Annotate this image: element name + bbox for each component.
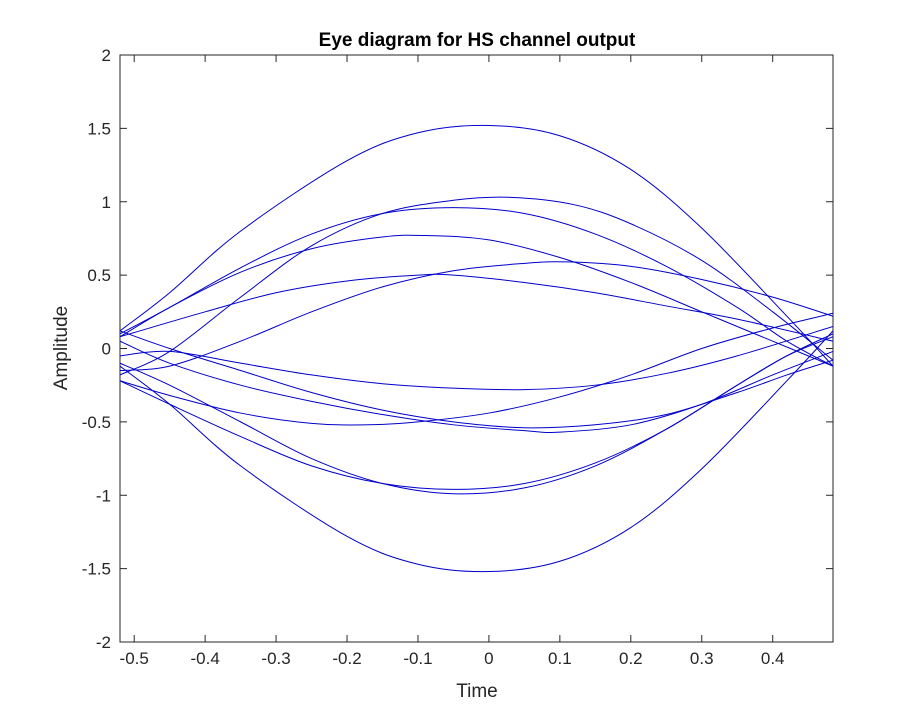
x-tick-label: 0.1 (548, 649, 572, 668)
y-tick-label: 1.5 (87, 119, 111, 138)
x-tick-label: 0.3 (690, 649, 714, 668)
y-tick-label: 1 (102, 193, 111, 212)
eye-trace-1 (120, 124, 833, 367)
eye-trace-7 (120, 261, 833, 372)
eye-trace-5 (120, 234, 833, 367)
y-tick-label: 2 (102, 46, 111, 65)
y-tick-label: -2 (96, 633, 111, 652)
eye-trace-11 (120, 330, 833, 429)
x-tick-label: -0.2 (332, 649, 361, 668)
x-tick-label: 0 (484, 649, 493, 668)
x-tick-label: 0.2 (619, 649, 643, 668)
eye-trace-2 (120, 330, 833, 573)
x-tick-label: 0.4 (761, 649, 785, 668)
x-tick-label: -0.5 (120, 649, 149, 668)
plot-area (119, 54, 834, 643)
x-axis-label: Time (456, 681, 498, 702)
axis-ticks: -0.5 -0.4 -0.3 -0.2 -0.1 0 0.1 0.2 0.3 0.4 -2 -1.5 -… (82, 46, 833, 668)
eye-trace-6 (120, 273, 833, 342)
x-tick-label: -0.1 (403, 649, 432, 668)
y-tick-label: 0.5 (87, 266, 111, 285)
y-tick-label: 0 (102, 340, 111, 359)
eye-trace-9 (120, 312, 833, 426)
eye-trace-4 (120, 207, 833, 367)
eye-trace-13 (120, 336, 833, 490)
y-tick-label: -0.5 (82, 413, 111, 432)
eye-trace-3 (120, 196, 833, 376)
chart-title: Eye diagram for HS channel output (319, 30, 636, 51)
y-axis-label: Amplitude (51, 306, 72, 391)
x-tick-label: -0.4 (190, 649, 219, 668)
eye-trace-8 (120, 326, 833, 391)
y-tick-label: -1 (96, 486, 111, 505)
x-tick-label: -0.3 (261, 649, 290, 668)
y-tick-label: -1.5 (82, 560, 111, 579)
eye-traces (120, 124, 833, 573)
